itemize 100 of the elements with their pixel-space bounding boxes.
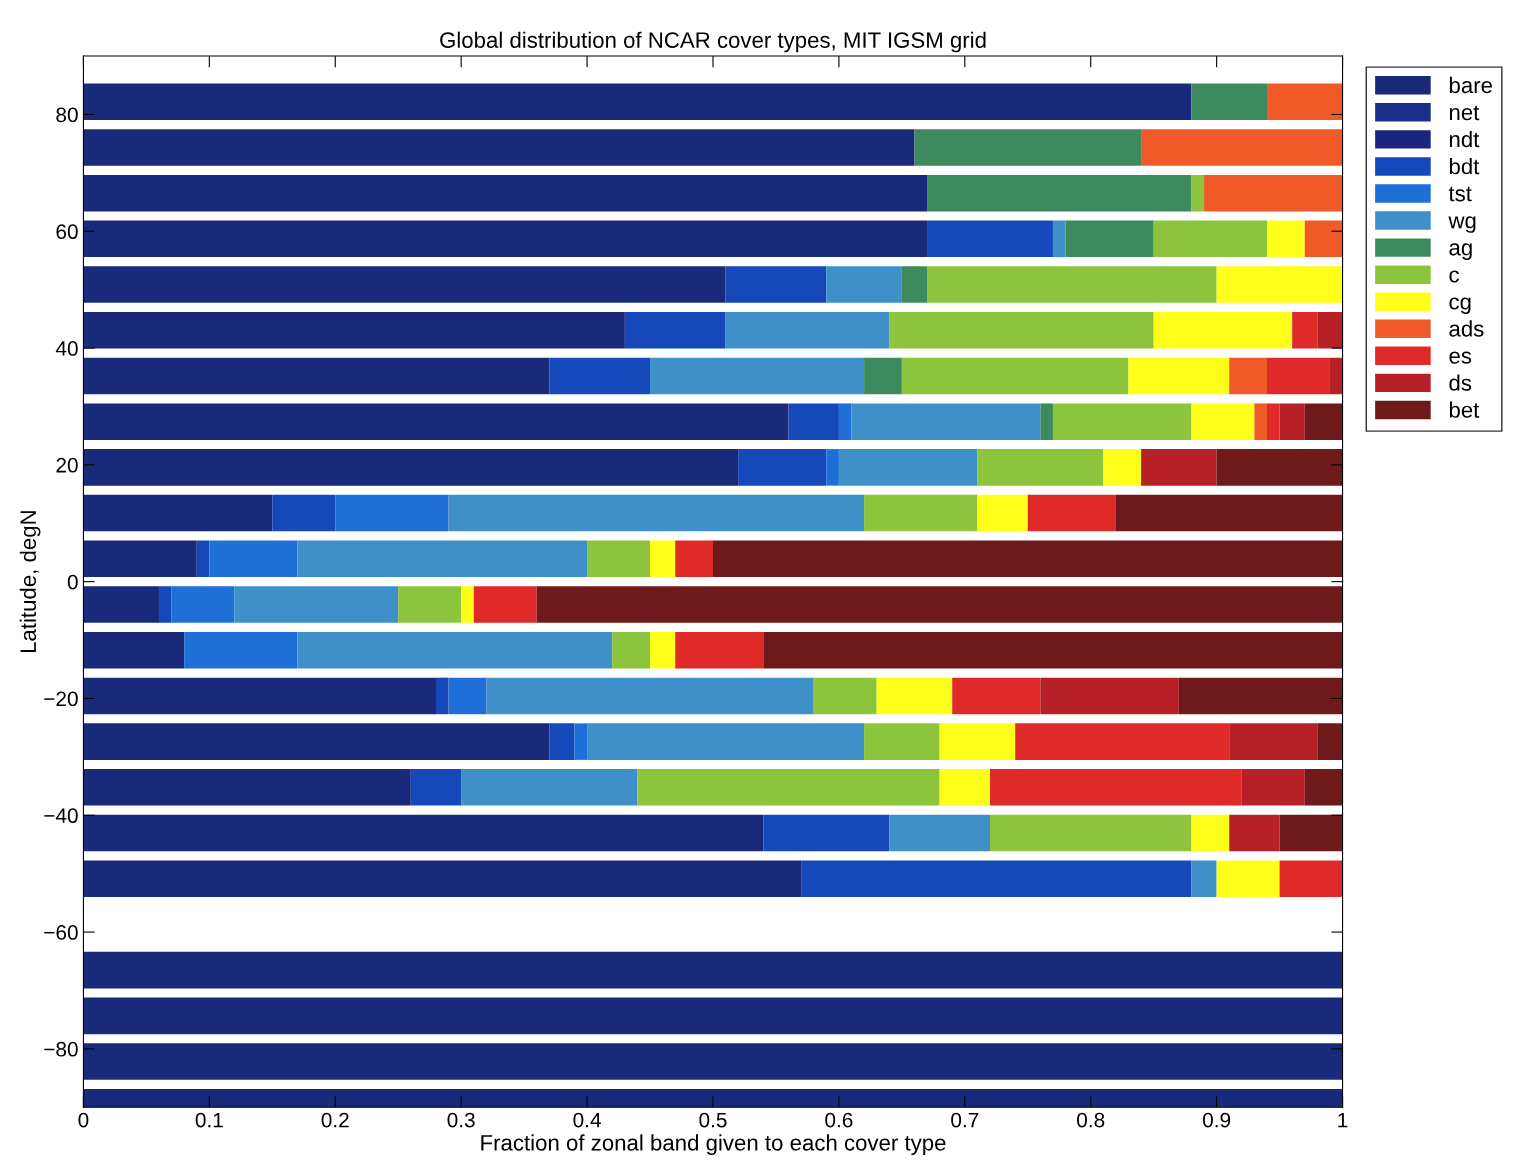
bar [927,266,1217,303]
bar [1254,403,1267,440]
bar [461,586,474,623]
bar [612,631,651,669]
bar [536,586,1343,623]
legend-label: bdt [1449,158,1480,175]
y-axis-title: Latitude, degN [19,511,41,653]
bar [738,449,827,486]
bar [876,677,953,715]
bar [83,769,411,806]
x-axis-title: Fraction of zonal band given to each cover type [481,1134,946,1156]
bar [1216,860,1280,898]
bar [637,769,940,806]
bar [473,586,537,623]
bar [297,540,588,578]
bar [1178,677,1343,715]
bar [435,677,449,715]
y-tick-label: 0 [67,574,78,590]
bar [1216,266,1343,303]
bar [83,357,550,395]
x-tick-label: 0.6 [825,1112,853,1128]
bar [650,540,676,578]
bar [952,677,1041,715]
bar [448,494,865,532]
bar [763,631,1343,669]
y-tick-label: 40 [55,341,78,356]
bar [83,951,1343,989]
x-tick-label: 1 [1338,1112,1348,1128]
bar [83,540,197,578]
bar [1267,357,1330,395]
bar [864,494,978,532]
bar [977,449,1104,486]
bar [158,586,172,623]
bar [1267,220,1305,258]
bar [1191,83,1267,121]
bar [901,266,928,303]
bar [1317,723,1343,760]
legend-label: bare [1449,76,1492,94]
bar [889,312,1154,349]
bar [989,814,1192,852]
legend-label: ndt [1449,130,1480,148]
bar [1141,129,1343,166]
bar [1267,403,1280,440]
legend-label: es [1449,351,1472,364]
bar [838,403,852,440]
bar [410,769,462,806]
bar [788,403,839,440]
bar [889,814,990,852]
bar [486,677,814,715]
legend-label: ag [1449,243,1472,260]
bar [838,449,978,486]
bar [826,449,839,486]
bar [83,997,1343,1035]
legend-label: c [1449,270,1459,283]
bar [549,357,651,395]
chart-title: Global distribution of NCAR cover types, MIT IGSM grid [440,31,986,53]
bar [864,723,940,760]
legend-label: net [1449,105,1480,121]
y-tick-label: 20 [56,457,78,473]
bar [989,769,1242,806]
bar [1128,357,1230,395]
bar [675,540,713,578]
x-tick-label: 0 [78,1112,89,1128]
bar [725,266,827,303]
x-tick-label: 0.3 [447,1112,475,1128]
bar [1191,174,1205,212]
bar [801,860,1192,898]
legend-label: ds [1449,374,1472,391]
y-tick-label: 80 [56,107,78,123]
bar [1040,403,1053,440]
bar [1191,814,1230,852]
bar [1229,723,1318,760]
bar [851,403,1041,440]
bar [461,769,638,806]
bar [83,266,726,303]
bar [939,723,1016,760]
bar [83,449,739,486]
bar [83,174,928,212]
bar [650,631,676,669]
bar [209,540,298,578]
bar [1191,860,1217,898]
legend-label: tst [1448,186,1472,202]
bar [1065,220,1154,258]
x-tick-label: 0.2 [321,1112,349,1128]
bar [1052,403,1192,440]
legend-label: cg [1449,297,1471,315]
bar [826,266,902,303]
bar [83,677,436,715]
bar [1040,677,1179,715]
bar [171,586,235,623]
x-tick-label: 0.1 [195,1112,223,1128]
bar [1292,312,1318,349]
bar [549,723,575,760]
x-tick-label: 0.4 [573,1112,601,1128]
bar [650,357,865,395]
bar [83,1043,1343,1080]
bar [939,769,990,806]
bar [234,586,399,623]
bar [1115,494,1343,532]
bar [196,540,210,578]
